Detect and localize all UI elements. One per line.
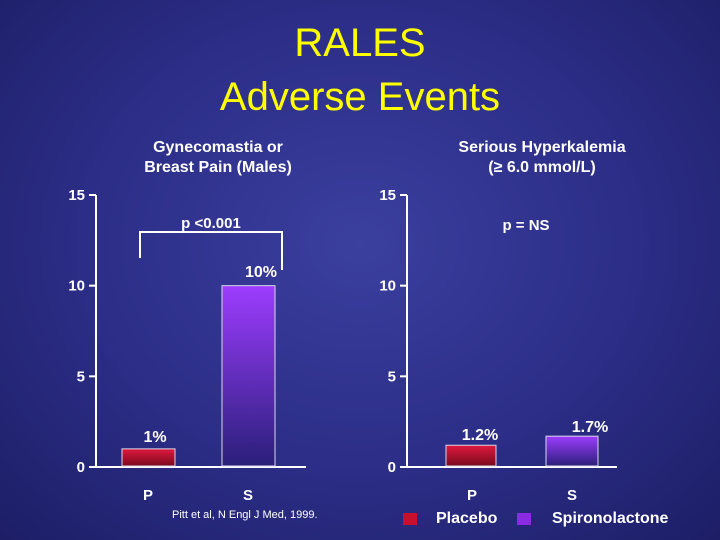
citation: Pitt et al, N Engl J Med, 1999.	[172, 509, 318, 521]
chart2-y-tick-label-5: 5	[388, 368, 396, 385]
chart1-significance-bracket	[139, 231, 283, 270]
chart1-y-tick-label-0: 0	[77, 459, 85, 476]
chart2-y-tick-label-0: 0	[388, 459, 396, 476]
legend-swatch-placebo	[403, 513, 417, 525]
chart1-bar-S	[221, 285, 276, 467]
chart2-data-label-S: 1.7%	[572, 419, 608, 436]
chart2-p-value: p = NS	[502, 217, 549, 234]
legend-swatch-spironolactone	[517, 513, 531, 525]
chart1-title: Gynecomastia or Breast Pain (Males)	[88, 138, 348, 178]
chart1-y-tick-label-10: 10	[68, 278, 85, 295]
chart1-x-label-S: S	[243, 487, 253, 504]
chart1-data-label-S: 10%	[245, 264, 277, 281]
chart2-data-label-P: 1.2%	[462, 427, 498, 444]
page-title-line2: Adverse Events	[219, 75, 501, 119]
chart1-x-label-P: P	[143, 487, 153, 504]
chart2-title: Serious Hyperkalemia (≥ 6.0 mmol/L)	[412, 138, 672, 178]
chart1-y-tick-label-5: 5	[77, 368, 85, 385]
chart2-bar-P	[445, 444, 497, 467]
legend-label-placebo: Placebo	[436, 510, 498, 527]
chart2-x-label-S: S	[567, 487, 577, 504]
page-title-line1: RALES	[294, 21, 426, 65]
chart2-title-line2: (≥ 6.0 mmol/L)	[488, 159, 596, 176]
chart1-title-line2: Breast Pain (Males)	[144, 159, 292, 176]
chart1-bar-P	[121, 448, 176, 467]
chart2-y-tick-label-10: 10	[379, 278, 396, 295]
chart1-data-label-P: 1%	[143, 429, 166, 446]
chart1-p-value: p <0.001	[181, 215, 241, 232]
legend-label-spironolactone: Spironolactone	[552, 510, 669, 527]
chart2-bar-S	[545, 435, 599, 467]
chart2-title-line1: Serious Hyperkalemia	[458, 139, 626, 156]
chart1-y-tick-label-15: 15	[68, 187, 85, 204]
chart2-y-tick-label-15: 15	[379, 187, 396, 204]
chart2-x-label-P: P	[467, 487, 477, 504]
chart1-title-line1: Gynecomastia or	[153, 139, 283, 156]
